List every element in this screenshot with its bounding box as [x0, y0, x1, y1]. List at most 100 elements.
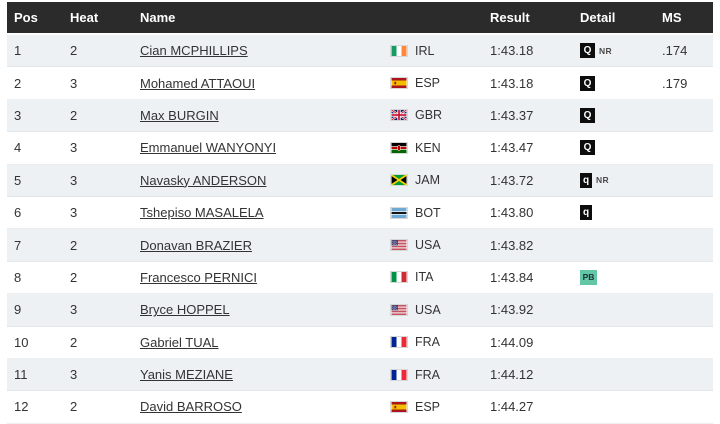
pos-cell: 3	[14, 107, 22, 123]
header-result: Result	[490, 10, 530, 25]
pos-cell: 2	[14, 75, 22, 91]
ms-cell	[652, 359, 713, 390]
heat-cell: 3	[70, 302, 78, 318]
athlete-link[interactable]: Bryce HOPPEL	[140, 302, 230, 318]
heat-cell: 3	[70, 367, 78, 383]
athlete-link[interactable]: Francesco PERNICI	[140, 269, 258, 285]
ms-cell	[652, 391, 713, 422]
france-flag-icon	[390, 336, 408, 349]
heat-cell: 2	[70, 43, 78, 59]
pos-cell: 11	[14, 367, 28, 383]
personal-best-badge: PB	[580, 269, 597, 285]
ms-cell	[652, 100, 713, 131]
header-heat: Heat	[70, 10, 99, 25]
athlete-link[interactable]: Emmanuel WANYONYI	[140, 140, 277, 156]
usa-flag-icon	[390, 239, 408, 252]
result-cell: 1:43.82	[490, 237, 534, 253]
ms-cell	[652, 229, 713, 260]
header-country	[380, 2, 480, 33]
heat-cell: 2	[70, 399, 78, 415]
qualified-badge: Q	[580, 140, 595, 156]
pos-cell: 8	[14, 269, 22, 285]
table-row: 4 3 Emmanuel WANYONYI KEN 1:43.47 Q	[7, 132, 713, 165]
country-code: GBR	[415, 108, 443, 123]
header-pos: Pos	[14, 10, 38, 25]
ms-cell	[652, 132, 713, 163]
table-row: 11 3 Yanis MEZIANE FRA 1:44.12	[7, 358, 713, 392]
qualified-badge: Q	[580, 75, 595, 91]
results-table: Pos Heat Name Result Detail MS 1 2 Cian …	[7, 2, 713, 424]
heat-cell: 2	[70, 334, 78, 350]
header-detail: Detail	[580, 10, 616, 25]
athlete-link[interactable]: Navasky ANDERSON	[140, 172, 267, 188]
athlete-link[interactable]: Yanis MEZIANE	[140, 367, 233, 383]
header-ms: MS	[662, 10, 682, 25]
heat-cell: 2	[70, 269, 78, 285]
pos-cell: 12	[14, 399, 29, 415]
result-cell: 1:43.18	[490, 43, 534, 59]
athlete-link[interactable]: David BARROSO	[140, 399, 242, 415]
country-code: BOT	[415, 205, 441, 220]
athlete-link[interactable]: Cian MCPHILLIPS	[140, 43, 248, 59]
heat-cell: 2	[70, 107, 78, 123]
kenya-flag-icon	[390, 141, 408, 154]
usa-flag-icon	[390, 303, 408, 316]
table-row: 1 2 Cian MCPHILLIPS IRL 1:43.18 Q NR .174	[7, 35, 713, 68]
qualified-badge: Q	[580, 43, 595, 59]
heat-cell: 3	[70, 140, 78, 156]
result-cell: 1:44.09	[490, 334, 534, 350]
heat-cell: 2	[70, 237, 78, 253]
ms-cell	[652, 165, 713, 196]
result-cell: 1:43.18	[490, 75, 534, 91]
pos-cell: 7	[14, 237, 22, 253]
pos-cell: 1	[14, 43, 22, 59]
country-code: KEN	[415, 140, 441, 155]
result-cell: 1:43.37	[490, 107, 534, 123]
jamaica-flag-icon	[390, 174, 408, 187]
athlete-link[interactable]: Gabriel TUAL	[140, 334, 219, 350]
ms-cell: .174	[662, 43, 688, 59]
ms-cell: .179	[662, 75, 688, 91]
country-code: FRA	[415, 335, 440, 350]
country-code: FRA	[415, 367, 440, 382]
table-row: 12 2 David BARROSO ESP 1:44.27	[7, 391, 713, 424]
table-row: 5 3 Navasky ANDERSON JAM 1:43.72 q NR	[7, 164, 713, 197]
heat-cell: 3	[70, 172, 78, 188]
france-flag-icon	[390, 368, 408, 381]
pos-cell: 9	[14, 302, 22, 318]
national-record-note: NR	[596, 175, 609, 186]
qualified-time-badge: q	[580, 172, 592, 188]
athlete-link[interactable]: Max BURGIN	[140, 107, 219, 123]
national-record-note: NR	[599, 45, 612, 56]
ms-cell	[652, 262, 713, 293]
result-cell: 1:44.12	[490, 367, 534, 383]
table-row: 8 2 Francesco PERNICI ITA 1:43.84 PB	[7, 261, 713, 295]
heat-cell: 3	[70, 75, 78, 91]
result-cell: 1:43.92	[490, 302, 534, 318]
botswana-flag-icon	[390, 206, 408, 219]
country-code: USA	[415, 302, 441, 317]
table-row: 10 2 Gabriel TUAL FRA 1:44.09	[7, 326, 713, 359]
table-header-row: Pos Heat Name Result Detail MS	[7, 2, 713, 33]
qualified-time-badge: q	[580, 205, 592, 221]
spain-flag-icon	[390, 77, 408, 90]
country-code: IRL	[415, 43, 435, 58]
spain-flag-icon	[390, 400, 408, 413]
table-row: 3 2 Max BURGIN GBR 1:43.37 Q	[7, 99, 713, 133]
result-cell: 1:44.27	[490, 399, 534, 415]
table-row: 6 3 Tshepiso MASALELA BOT 1:43.80 q	[7, 196, 713, 230]
ms-cell	[652, 197, 713, 228]
pos-cell: 5	[14, 172, 22, 188]
ireland-flag-icon	[390, 44, 408, 57]
table-row: 2 3 Mohamed ATTAOUI ESP 1:43.18 Q .179	[7, 67, 713, 100]
qualified-badge: Q	[580, 107, 595, 123]
athlete-link[interactable]: Mohamed ATTAOUI	[140, 75, 256, 91]
pos-cell: 4	[14, 140, 22, 156]
result-cell: 1:43.84	[490, 269, 534, 285]
athlete-link[interactable]: Tshepiso MASALELA	[140, 205, 264, 221]
pos-cell: 10	[14, 334, 29, 350]
ms-cell	[652, 327, 713, 358]
country-code: USA	[415, 238, 441, 253]
athlete-link[interactable]: Donavan BRAZIER	[140, 237, 252, 253]
result-cell: 1:43.80	[490, 205, 534, 221]
